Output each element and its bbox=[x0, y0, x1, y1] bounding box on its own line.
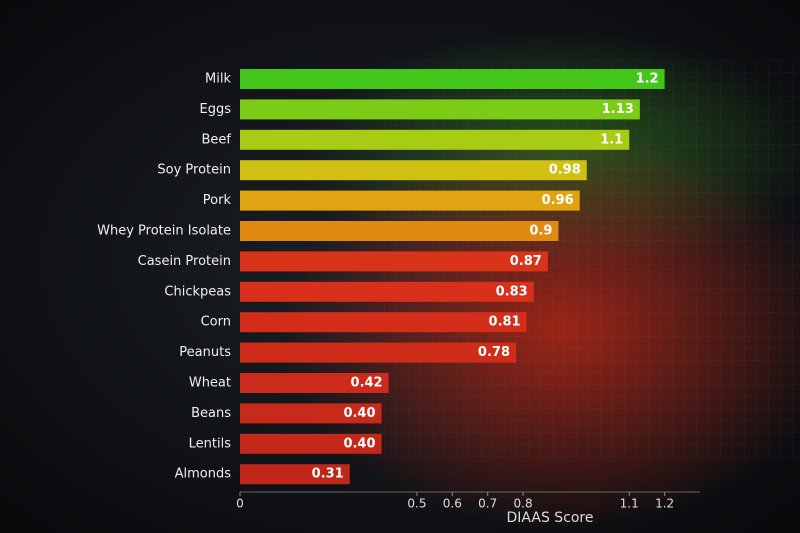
value-label: 0.87 bbox=[510, 254, 542, 269]
bar bbox=[240, 464, 350, 485]
bar bbox=[240, 312, 527, 333]
x-tick-label: 1.1 bbox=[620, 497, 639, 511]
value-label: 0.83 bbox=[496, 284, 528, 299]
bar bbox=[240, 129, 630, 150]
bar bbox=[240, 160, 587, 181]
category-label: Beans bbox=[191, 406, 231, 421]
bar bbox=[240, 221, 559, 241]
category-label: Milk bbox=[205, 72, 231, 87]
category-label: Corn bbox=[201, 315, 231, 330]
x-tick-label: 0.7 bbox=[478, 497, 497, 511]
category-label: Pork bbox=[203, 193, 232, 208]
bar bbox=[240, 190, 580, 211]
bar bbox=[240, 433, 382, 454]
value-label: 0.40 bbox=[343, 406, 375, 421]
x-axis-title: DIAAS Score bbox=[506, 510, 593, 526]
x-tick-label: 0.8 bbox=[514, 497, 533, 511]
bar bbox=[240, 403, 382, 424]
bar bbox=[240, 281, 534, 302]
value-label: 0.31 bbox=[312, 467, 344, 482]
value-label: 0.96 bbox=[542, 193, 574, 208]
category-label: Almonds bbox=[175, 467, 232, 482]
bar bbox=[240, 251, 548, 272]
value-label: 0.81 bbox=[489, 315, 521, 330]
value-label: 0.9 bbox=[529, 224, 552, 239]
category-label: Whey Protein Isolate bbox=[97, 224, 231, 239]
category-label: Beef bbox=[202, 132, 232, 147]
value-label: 0.78 bbox=[478, 345, 510, 360]
x-tick-label: 0.5 bbox=[407, 497, 426, 511]
bar bbox=[240, 99, 640, 120]
bar bbox=[240, 373, 389, 393]
value-label: 1.1 bbox=[600, 132, 623, 147]
x-tick-label: 0.6 bbox=[443, 497, 462, 511]
value-label: 0.98 bbox=[549, 163, 581, 178]
value-label: 1.2 bbox=[636, 72, 659, 87]
bar bbox=[240, 342, 516, 363]
bar bbox=[240, 69, 665, 89]
category-label: Soy Protein bbox=[157, 163, 231, 178]
x-tick-label: 1.2 bbox=[655, 497, 674, 511]
category-label: Casein Protein bbox=[138, 254, 231, 269]
value-label: 1.13 bbox=[602, 102, 634, 117]
x-tick-label: 0 bbox=[236, 497, 244, 511]
category-label: Peanuts bbox=[179, 345, 231, 360]
value-label: 0.40 bbox=[343, 436, 375, 451]
category-label: Chickpeas bbox=[164, 284, 231, 299]
category-label: Eggs bbox=[200, 102, 232, 117]
value-label: 0.42 bbox=[351, 376, 383, 391]
category-label: Wheat bbox=[189, 376, 231, 391]
category-label: Lentils bbox=[189, 436, 232, 451]
